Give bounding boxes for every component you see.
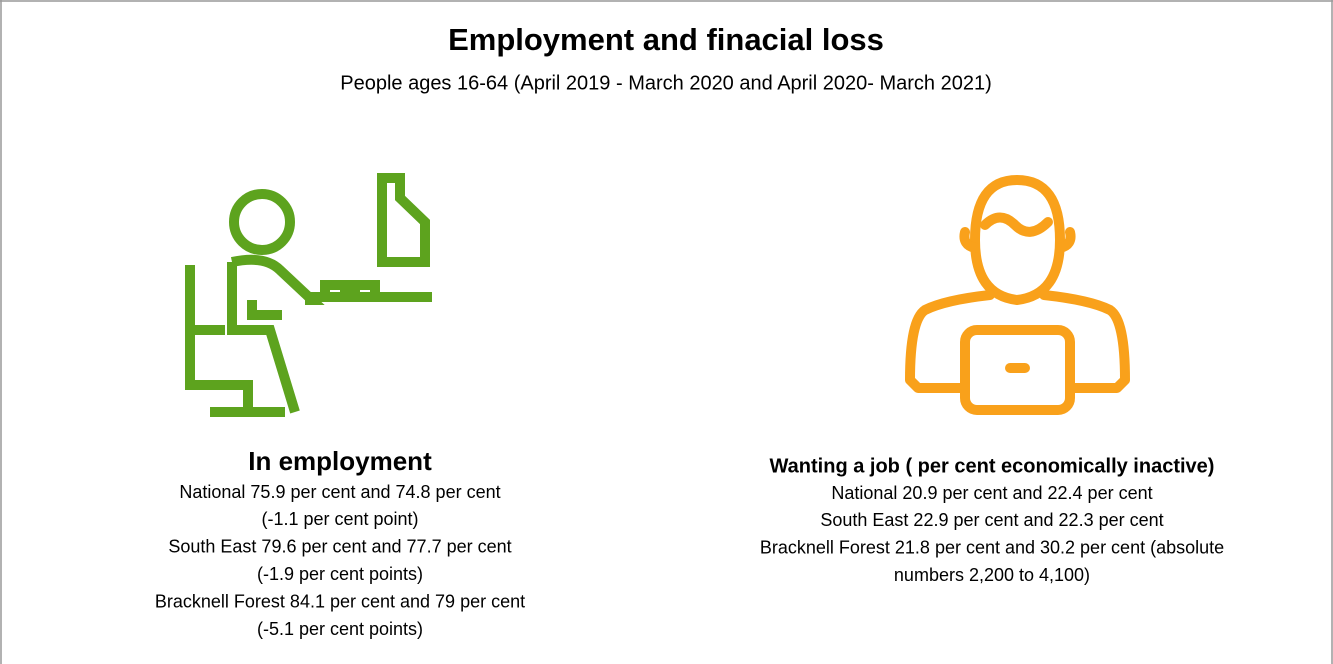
panel-line: Bracknell Forest 84.1 per cent and 79 pe… bbox=[155, 591, 525, 611]
panel-line: (-1.9 per cent points) bbox=[257, 564, 423, 584]
panel-heading: Wanting a job ( per cent economically in… bbox=[770, 455, 1215, 477]
worker-icon bbox=[185, 173, 432, 417]
panel-line: National 75.9 per cent and 74.8 per cent bbox=[179, 482, 500, 502]
title: Employment and finacial loss bbox=[448, 22, 884, 57]
panel-line: South East 22.9 per cent and 22.3 per ce… bbox=[820, 510, 1163, 530]
panel-line: Bracknell Forest 21.8 per cent and 30.2 … bbox=[760, 538, 1224, 558]
panels: In employment National 75.9 per cent and … bbox=[155, 446, 1224, 639]
panel-line: National 20.9 per cent and 22.4 per cent bbox=[831, 483, 1152, 503]
job-seeker-icon bbox=[905, 175, 1130, 415]
panel-heading: In employment bbox=[248, 446, 432, 476]
panel-line: (-5.1 per cent points) bbox=[257, 619, 423, 639]
subtitle: People ages 16-64 (April 2019 - March 20… bbox=[340, 72, 992, 94]
panel-line: South East 79.6 per cent and 77.7 per ce… bbox=[168, 537, 511, 557]
panel-line: (-1.1 per cent point) bbox=[261, 509, 418, 529]
panel-line: numbers 2,200 to 4,100) bbox=[894, 565, 1090, 585]
